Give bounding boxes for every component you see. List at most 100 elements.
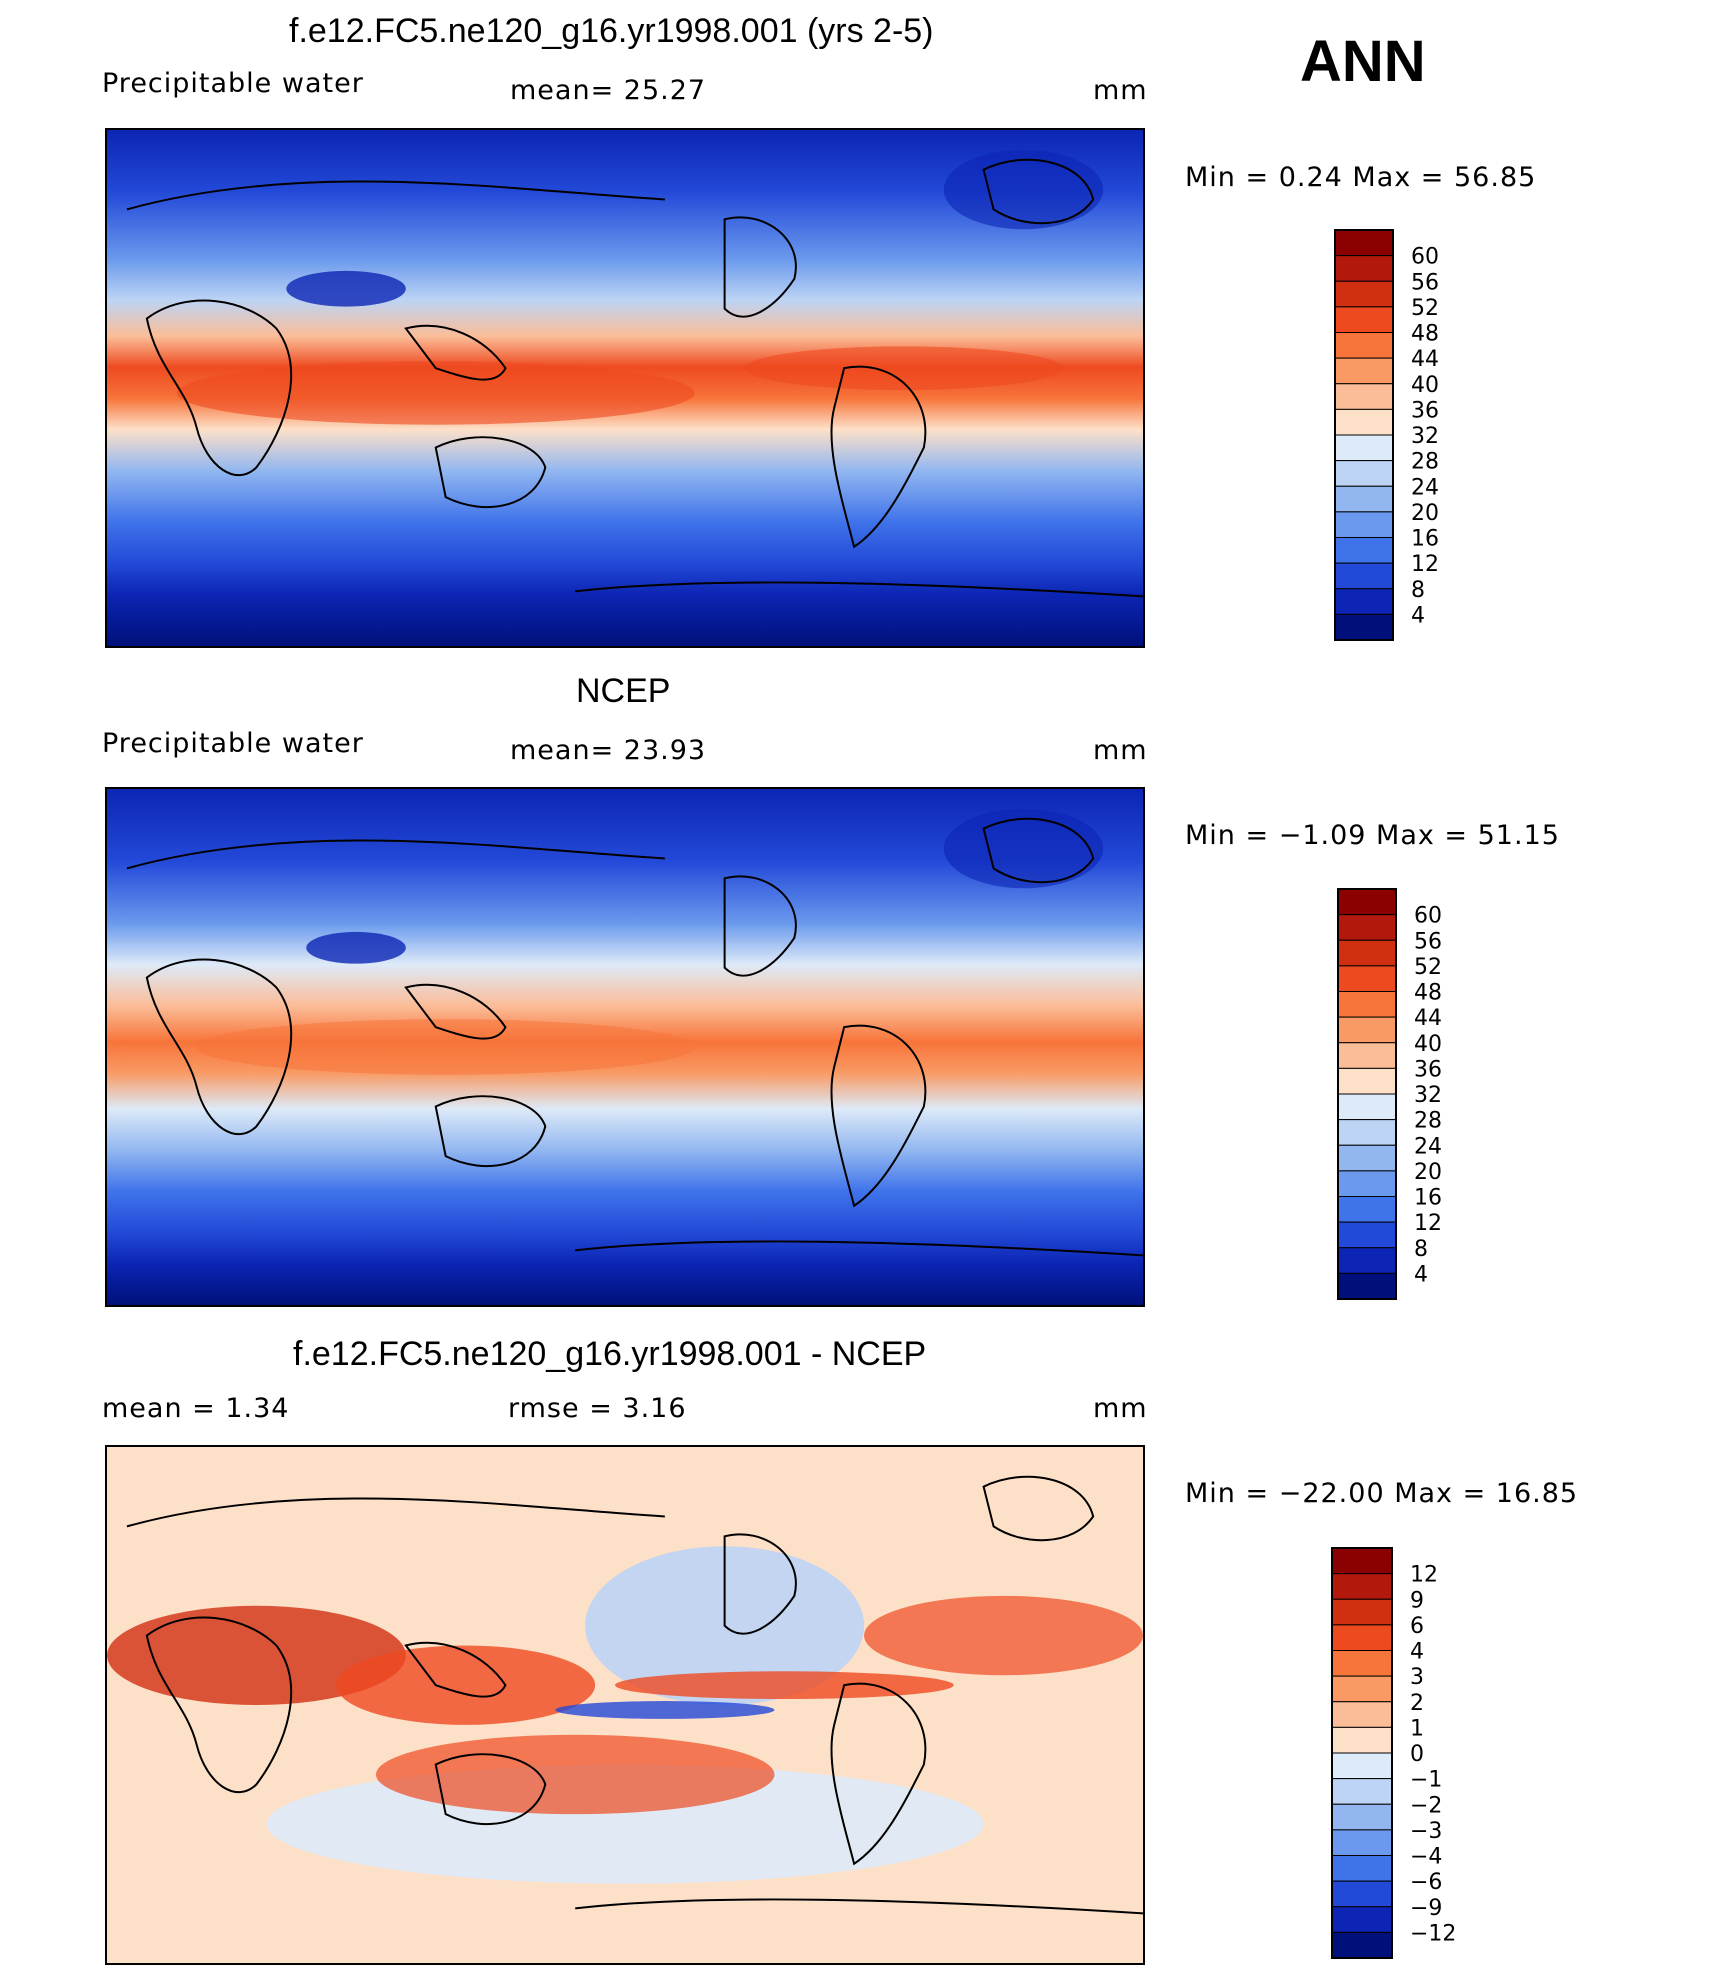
colorbar-1-tick-label: 12 <box>1411 552 1439 577</box>
colorbar-3-tick-label: −1 <box>1410 1768 1442 1793</box>
colorbar-2-swatch <box>1337 914 1397 941</box>
colorbar-2-tick-label: 60 <box>1414 904 1442 929</box>
panel-2-map <box>105 787 1145 1307</box>
colorbar-1-swatch <box>1334 485 1394 513</box>
colorbar-3-tick-label: 9 <box>1410 1588 1424 1613</box>
colorbar-3-swatch <box>1331 1598 1393 1626</box>
colorbar-1-tick-label: 52 <box>1411 296 1439 321</box>
colorbar-2-tick-label: 16 <box>1414 1186 1442 1211</box>
colorbar-2-tick-label: 56 <box>1414 929 1442 954</box>
colorbar-2-tick-label: 48 <box>1414 981 1442 1006</box>
colorbar-3-frame <box>1331 1547 1393 1959</box>
colorbar-2-tick-label: 28 <box>1414 1109 1442 1134</box>
colorbar-2-tick-label: 24 <box>1414 1134 1442 1159</box>
colorbar-2-swatch <box>1337 1042 1397 1069</box>
colorbar-1-swatch <box>1334 255 1394 282</box>
colorbar-3-swatch <box>1331 1778 1393 1805</box>
colorbar-2-swatch <box>1337 1221 1397 1249</box>
colorbar-2-swatch <box>1337 1272 1397 1300</box>
colorbar-1-swatch <box>1334 434 1394 462</box>
panel-1-map <box>105 128 1145 648</box>
colorbar-3-swatch <box>1331 1803 1393 1831</box>
colorbar-1-tick-label: 44 <box>1411 347 1439 372</box>
colorbar-3-swatch <box>1331 1752 1393 1780</box>
colorbar-3-swatch <box>1331 1855 1393 1882</box>
panel-1-units: mm <box>1093 75 1148 106</box>
panel-3-units: mm <box>1093 1393 1148 1424</box>
panel-3-map <box>105 1445 1145 1965</box>
colorbar-2-swatch <box>1337 1119 1397 1146</box>
panel-1-minmax: Min = 0.24 Max = 56.85 <box>1185 162 1537 193</box>
colorbar-2-swatch <box>1337 1067 1397 1095</box>
colorbar-3-tick-label: −9 <box>1410 1896 1442 1921</box>
panel-2-variable-label: Precipitable water <box>102 728 364 759</box>
colorbar-1-swatch <box>1334 357 1394 385</box>
panel-2-mean-label: mean= 23.93 <box>510 735 707 766</box>
colorbar-3-tick-label: 3 <box>1410 1665 1424 1690</box>
colorbar-1-swatch <box>1334 537 1394 564</box>
colorbar-2-tick-label: 8 <box>1414 1237 1428 1262</box>
colorbar-1-tick-label: 4 <box>1411 603 1425 628</box>
colorbar-1-tick-label: 32 <box>1411 424 1439 449</box>
colorbar-2-swatch <box>1337 888 1397 916</box>
colorbar-1-tick-label: 28 <box>1411 450 1439 475</box>
colorbar-1-swatch <box>1334 332 1394 359</box>
season-label: ANN <box>1300 29 1426 94</box>
colorbar-3-tick-label: −4 <box>1410 1845 1442 1870</box>
colorbar-3-swatch <box>1331 1906 1393 1933</box>
colorbar-1-swatch <box>1334 588 1394 615</box>
panel-3-rmse-label: rmse = 3.16 <box>508 1393 687 1424</box>
colorbar-3-tick-label: −6 <box>1410 1870 1442 1895</box>
panel-1-title: f.e12.FC5.ne120_g16.yr1998.001 (yrs 2-5) <box>289 12 934 50</box>
panel-3-mean-label: mean = 1.34 <box>102 1393 290 1424</box>
colorbar-3-swatch <box>1331 1829 1393 1856</box>
colorbar-1-tick-label: 16 <box>1411 527 1439 552</box>
colorbar-2-tick-label: 52 <box>1414 955 1442 980</box>
colorbar-2-swatch <box>1337 1170 1397 1197</box>
colorbar-1-tick-label: 24 <box>1411 475 1439 500</box>
colorbar-3-swatch <box>1331 1880 1393 1908</box>
panel-2-title: NCEP <box>576 672 671 710</box>
colorbar-1-swatch <box>1334 408 1394 436</box>
colorbar-1-swatch <box>1334 280 1394 308</box>
colorbar-2-swatch <box>1337 991 1397 1018</box>
colorbar-2-tick-label: 32 <box>1414 1083 1442 1108</box>
colorbar-2-tick-label: 12 <box>1414 1211 1442 1236</box>
colorbar-1-swatch <box>1334 562 1394 590</box>
colorbar-3-tick-label: 1 <box>1410 1716 1424 1741</box>
colorbar-1-tick-label: 36 <box>1411 398 1439 423</box>
colorbar-3-swatch <box>1331 1650 1393 1677</box>
colorbar-1-swatch <box>1334 229 1394 257</box>
colorbar-3-swatch <box>1331 1726 1393 1754</box>
colorbar-1-swatch <box>1334 460 1394 487</box>
panel-3-title: f.e12.FC5.ne120_g16.yr1998.001 - NCEP <box>293 1335 927 1373</box>
colorbar-2-swatch <box>1337 1093 1397 1121</box>
colorbar-3-swatch <box>1331 1573 1393 1600</box>
colorbar-3-tick-label: −3 <box>1410 1819 1442 1844</box>
colorbar-3-swatch <box>1331 1624 1393 1651</box>
panel-2-units: mm <box>1093 735 1148 766</box>
colorbar-2-frame <box>1337 888 1397 1300</box>
colorbar-2-swatch <box>1337 939 1397 967</box>
colorbar-2-swatch <box>1337 1196 1397 1223</box>
colorbar-2-swatch <box>1337 1247 1397 1274</box>
colorbar-2-tick-label: 44 <box>1414 1006 1442 1031</box>
colorbar-1-tick-label: 60 <box>1411 245 1439 270</box>
colorbar-3-tick-label: 2 <box>1410 1691 1424 1716</box>
colorbar-3-swatch <box>1331 1931 1393 1959</box>
colorbar-2-tick-label: 20 <box>1414 1160 1442 1185</box>
colorbar-1-frame <box>1334 229 1394 641</box>
colorbar-2-swatch <box>1337 1144 1397 1172</box>
colorbar-3-tick-label: 4 <box>1410 1640 1424 1665</box>
panel-2-minmax: Min = −1.09 Max = 51.15 <box>1185 820 1560 851</box>
colorbar-1-swatch <box>1334 383 1394 410</box>
colorbar-3-tick-label: 12 <box>1410 1563 1438 1588</box>
colorbar-3-tick-label: 6 <box>1410 1614 1424 1639</box>
colorbar-1-tick-label: 56 <box>1411 270 1439 295</box>
colorbar-3-swatch <box>1331 1547 1393 1575</box>
colorbar-2-tick-label: 40 <box>1414 1032 1442 1057</box>
panel-1-mean-label: mean= 25.27 <box>510 75 707 106</box>
colorbar-3-tick-label: 0 <box>1410 1742 1424 1767</box>
colorbar-1-tick-label: 20 <box>1411 501 1439 526</box>
colorbar-2-tick-label: 4 <box>1414 1262 1428 1287</box>
